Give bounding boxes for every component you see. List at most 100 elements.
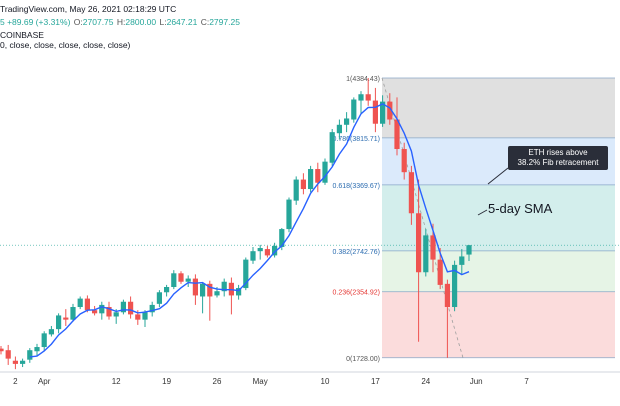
- low-value: 2647.21: [166, 17, 198, 27]
- candle-body: [293, 179, 299, 201]
- x-tick-label: 10: [321, 377, 330, 386]
- candle-body: [423, 235, 429, 273]
- candle-body: [41, 333, 47, 348]
- candle-body: [192, 278, 198, 296]
- indicator-params: 0, close, close, close, close, close): [0, 40, 131, 50]
- candle-body: [207, 283, 213, 297]
- candle-body: [466, 245, 472, 255]
- candle-body: [286, 199, 292, 230]
- candle-body: [437, 259, 443, 285]
- candle-body: [27, 350, 33, 360]
- candle-body: [372, 100, 378, 124]
- candle-body: [106, 307, 112, 317]
- open-value: 2707.75: [82, 17, 114, 27]
- candle-body: [300, 179, 306, 190]
- candle-body: [358, 94, 364, 101]
- fib-label-2: 0.618(3369.67): [333, 183, 380, 190]
- close-label: C:: [200, 17, 210, 27]
- x-tick-label: Apr: [38, 377, 51, 386]
- candle-body: [308, 169, 314, 190]
- candle-body: [156, 292, 162, 304]
- chart-source-line: TradingView.com, May 26, 2021 02:18:29 U…: [0, 4, 177, 14]
- x-tick-label: 26: [213, 377, 222, 386]
- candle-body: [214, 291, 220, 296]
- candle-body: [5, 350, 11, 359]
- sma-line: [29, 103, 470, 358]
- ohlc-readout: 5 +89.69 (+3.31%) O:2707.75 H:2800.00 L:…: [0, 17, 240, 27]
- x-tick-label: Jun: [470, 377, 483, 386]
- candle-body: [459, 256, 465, 265]
- low-label: L:: [159, 17, 167, 27]
- fib-label-3: 0.382(2742.76): [333, 249, 380, 256]
- fib-label-0: 1(4384.43): [346, 76, 380, 83]
- candle-body: [128, 301, 134, 315]
- candles-group: [0, 78, 472, 370]
- candle-body: [221, 281, 227, 292]
- candle-body: [171, 273, 177, 287]
- candle-body: [120, 301, 126, 313]
- fib-label-5: 0(1728.00): [346, 356, 380, 363]
- candle-body: [272, 245, 278, 256]
- candle-body: [329, 132, 335, 163]
- x-tick-label: 24: [421, 377, 430, 386]
- candle-body: [250, 251, 256, 261]
- high-value: 2800.00: [125, 17, 157, 27]
- fib-callout: ETH rises above 38.2% Fib retracement: [508, 146, 608, 170]
- candle-body: [63, 317, 69, 320]
- candle-body: [48, 329, 54, 335]
- fib-zone-0: [382, 77, 615, 138]
- candle-body: [444, 283, 450, 308]
- candle-body: [452, 264, 458, 308]
- candle-body: [394, 119, 400, 150]
- x-tick-label: 17: [371, 377, 380, 386]
- candle-body: [113, 312, 119, 317]
- candle-body: [243, 259, 249, 289]
- close-value: 2797.25: [209, 17, 240, 27]
- candle-body: [336, 124, 342, 134]
- candle-body: [142, 312, 148, 320]
- sma-pointer: [477, 209, 488, 216]
- candle-body: [365, 94, 371, 101]
- candle-body: [135, 314, 141, 320]
- high-label: H:: [116, 17, 126, 27]
- candle-body: [92, 310, 98, 314]
- callout-pointer: [487, 167, 509, 185]
- candle-body: [149, 304, 155, 313]
- x-tick-label: 2: [13, 377, 18, 386]
- sma-label: 5-day SMA: [488, 201, 553, 216]
- candle-body: [430, 235, 436, 260]
- open-label: O:: [73, 17, 83, 27]
- x-tick-label: 7: [524, 377, 529, 386]
- x-tick-label: May: [253, 377, 268, 386]
- callout-line-1: ETH rises above: [528, 148, 588, 157]
- candle-body: [70, 307, 76, 320]
- x-tick-label: 19: [162, 377, 171, 386]
- price-change: 5 +89.69 (+3.31%): [0, 17, 71, 27]
- x-tick-label: 12: [112, 377, 121, 386]
- candle-body: [315, 169, 321, 183]
- callout-line-2: 38.2% Fib retracement: [517, 158, 599, 167]
- candle-body: [380, 101, 386, 124]
- candle-body: [236, 288, 242, 296]
- fib-label-4: 0.236(2354.92): [333, 290, 380, 297]
- candle-body: [34, 347, 40, 352]
- candle-body: [351, 99, 357, 120]
- candle-body: [322, 161, 328, 183]
- candle-body: [264, 249, 270, 256]
- candle-body: [279, 229, 285, 247]
- exchange-label: COINBASE: [0, 30, 44, 40]
- candle-body: [12, 360, 18, 364]
- candle-body: [178, 273, 184, 282]
- candle-body: [200, 283, 206, 297]
- candle-body: [344, 118, 350, 125]
- candle-body: [257, 248, 263, 252]
- candle-body: [416, 213, 422, 273]
- candle-body: [401, 149, 407, 173]
- candle-body: [20, 360, 26, 364]
- candle-body: [387, 101, 393, 120]
- candle-body: [408, 172, 414, 214]
- fib-label-1: 0.786(3815.71): [333, 136, 380, 143]
- candle-body: [0, 348, 4, 352]
- candle-body: [84, 298, 90, 311]
